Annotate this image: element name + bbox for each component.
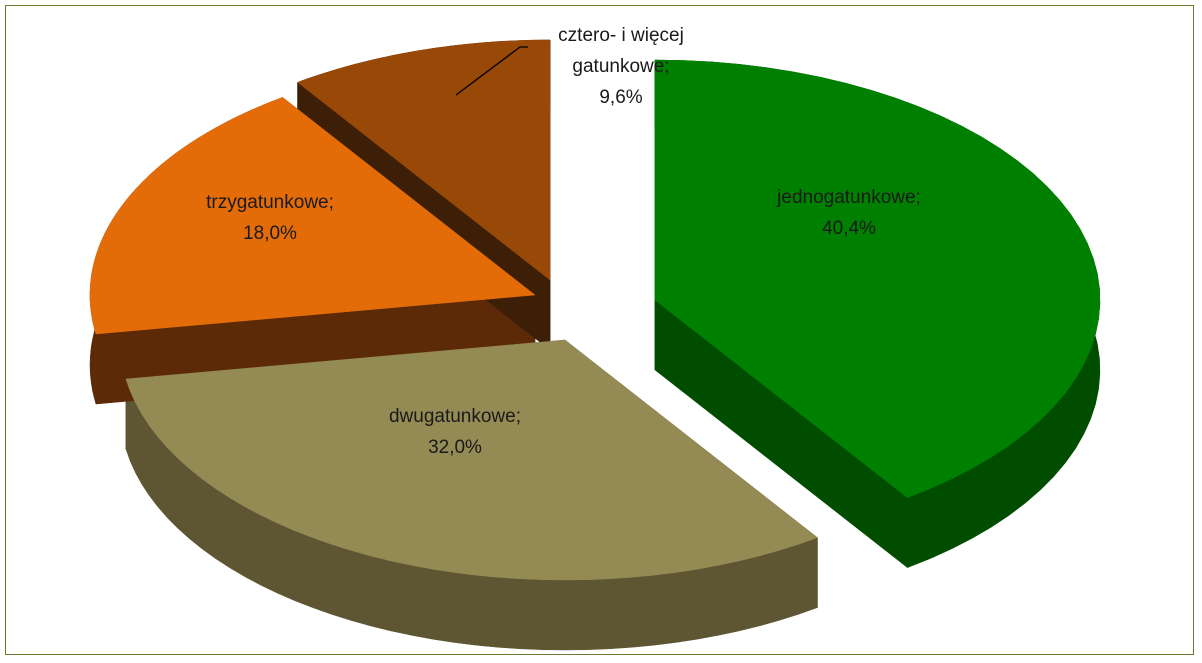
label-cztero-name: cztero- i więcej xyxy=(558,25,684,46)
label-trzygatunkowe-value: 18,0% xyxy=(243,223,297,244)
slice-trzygatunkowe xyxy=(89,97,536,335)
label-dwugatunkowe-value: 32,0% xyxy=(428,437,482,458)
label-cztero-name-line2: gatunkowe; xyxy=(572,56,669,77)
slice-dwugatunkowe xyxy=(125,339,818,581)
label-trzygatunkowe-name: trzygatunkowe; xyxy=(206,192,334,213)
slice-cztero xyxy=(297,39,551,281)
label-dwugatunkowe-name: dwugatunkowe; xyxy=(389,406,521,427)
label-jednogatunkowe-name: jednogatunkowe; xyxy=(776,187,921,208)
slice-jednogatunkowe xyxy=(654,59,1101,498)
label-cztero-value: 9,6% xyxy=(599,87,642,108)
leader-line xyxy=(455,46,528,96)
label-jednogatunkowe-value: 40,4% xyxy=(822,218,876,239)
